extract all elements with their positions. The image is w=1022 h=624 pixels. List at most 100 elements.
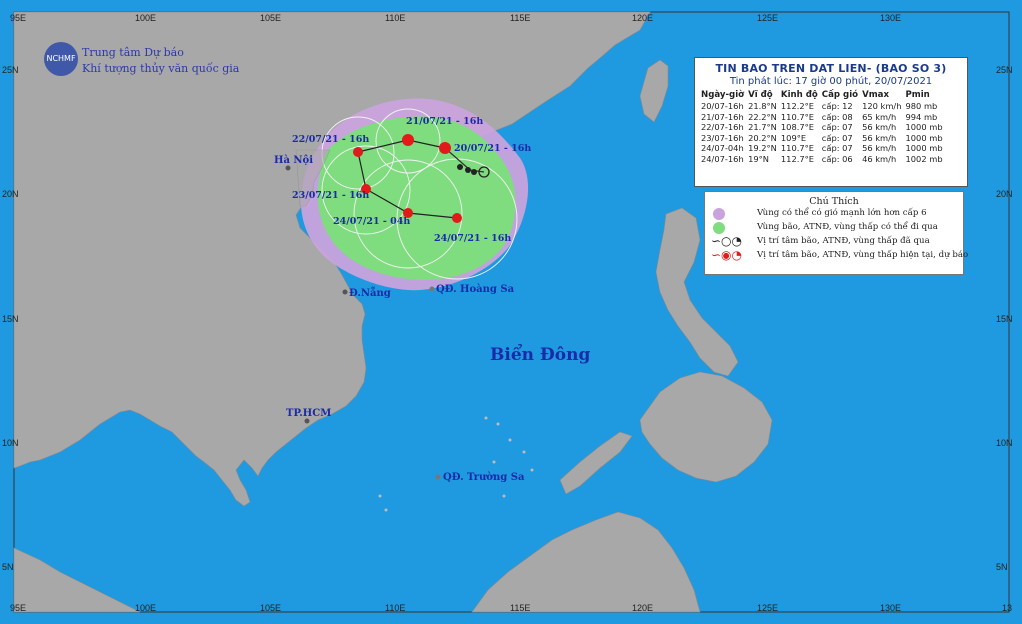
cell: 110.7°E [780,111,815,122]
svg-text:100E: 100E [135,13,156,23]
purple-zone-icon [713,208,725,220]
truongsa-marker [435,474,441,480]
cell: 980 mb [905,101,938,111]
header-longitude: Kinh độ [780,90,818,100]
legend-item-strong-wind: Vùng có thể có gió mạnh lớn hơn cấp 6 [705,207,963,221]
svg-text:95E: 95E [10,13,26,23]
header-datetime: Ngày-giờ [701,90,745,100]
cell: 20/07-16h [701,101,744,111]
right-latitude-ticks: 25N 20N 15N 10N 5N [996,65,1013,572]
svg-text:15N: 15N [2,314,19,324]
green-zone-icon [713,222,725,234]
bulletin-title: TIN BAO TREN DAT LIEN- (BAO SO 3) [715,62,947,75]
danang-marker [342,289,348,295]
small-islands [378,416,534,512]
cell: 56 km/h [862,132,897,143]
past-storm-icon: ∽○◔ [711,234,742,248]
forecast-storm-icon: ∽◉◔ [711,248,742,262]
legend-item-label: Vùng có thể có gió mạnh lớn hơn cấp 6 [757,208,927,218]
cell: 24/07-04h [701,143,744,154]
svg-text:5N: 5N [2,562,14,572]
svg-text:115E: 115E [510,13,530,23]
table-row: 22/07-16h 21.7°N 108.7°E cấp: 07 56 km/h 1000… [699,122,945,133]
storm-symbol-23-07 [361,184,371,194]
svg-text:5N: 5N [996,562,1008,572]
bulletin-info-box: TIN BAO TREN DAT LIEN- (BAO SO 3) Tin ph… [694,57,968,187]
hanoi-marker [285,165,291,171]
cell: cấp: 07 [821,143,853,154]
cell: 112.2°E [780,101,815,111]
cell: 1000 mb [905,143,943,154]
svg-text:120E: 120E [632,603,653,613]
cell: 112.7°E [780,153,815,164]
svg-text:130E: 130E [880,13,901,23]
svg-text:130E: 130E [880,603,901,613]
bottom-longitude-ticks: 95E 100E 105E 110E 115E 120E 125E 130E 1… [10,603,1012,613]
header-vmax: Vmax [862,90,890,100]
storm-symbol-21-07 [402,134,414,146]
svg-text:10N: 10N [996,438,1013,448]
storm-symbol-24-07-16h [452,213,462,223]
coast-overlay [295,149,331,207]
svg-text:110E: 110E [385,13,405,23]
cell: 1000 mb [905,132,943,143]
svg-text:100E: 100E [135,603,156,613]
past-storm-symbols [457,164,477,175]
svg-text:20N: 20N [996,189,1013,199]
legend-item-past-position: ∽○◔ Vị trí tâm bão, ATNĐ, vùng thấp đã q… [705,235,963,249]
legend-item-storm-zone: Vùng bão, ATNĐ, vùng thấp có thể đi qua [705,221,963,235]
header-wind-level: Cấp gió [821,90,859,100]
cell: 22/07-16h [701,122,744,133]
hcm-marker [304,418,310,424]
cell: 120 km/h [862,101,902,111]
hoangsa-label: QĐ. Hoàng Sa [436,284,515,295]
legend-title: Chú Thích [809,196,859,207]
svg-text:120E: 120E [632,13,653,23]
storm-symbol-20-07 [439,142,451,154]
cell: 1002 mb [905,153,943,164]
cell: 56 km/h [862,122,897,133]
cell: 22.2°N [748,111,777,122]
legend-item-label: Vị trí tâm bão, ATNĐ, vùng thấp hiện tại… [757,250,969,260]
cell: 21.7°N [748,122,777,133]
borneo-island [471,511,701,613]
track-label-22-07: 22/07/21 - 16h [292,134,369,145]
organization-name-line2: Khí tượng thủy văn quốc gia [82,62,240,75]
cell: 56 km/h [862,143,897,154]
organization-name-line1: Trung tâm Dự báo [82,46,184,59]
track-label-24-07-04h: 24/07/21 - 04h [333,216,410,227]
bulletin-issued-time: Tin phát lúc: 17 giờ 00 phút, 20/07/2021 [729,76,933,87]
cell: cấp: 06 [821,153,853,164]
header-pmin: Pmin [905,90,930,100]
table-row: 24/07-04h 19.2°N 110.7°E cấp: 07 56 km/h 1000… [699,143,945,154]
cell: 1000 mb [905,122,943,133]
svg-text:125E: 125E [757,603,778,613]
malay-peninsula [13,547,141,613]
legend-item-label: Vùng bão, ATNĐ, vùng thấp có thể đi qua [757,222,938,232]
table-row: 21/07-16h 22.2°N 110.7°E cấp: 08 65 km/h 994 … [699,112,945,123]
forecast-storm-symbols [353,134,462,223]
philippines-islands [655,207,739,377]
cell: 21/07-16h [701,111,744,122]
svg-text:105E: 105E [260,13,281,23]
table-row: 24/07-16h 19°N 112.7°E cấp: 06 46 km/h 1002 m… [699,154,945,165]
track-label-24-07-16h: 24/07/21 - 16h [434,233,511,244]
cell: 108.7°E [780,122,815,133]
svg-text:125E: 125E [757,13,778,23]
header-latitude: Vĩ độ [748,90,773,100]
cell: 109°E [780,132,807,143]
table-row: 20/07-16h 21.8°N 112.2°E cấp: 12 120 km/h 980… [699,101,945,112]
nchmf-logo-icon: NCHMF [44,42,78,76]
organization-header: NCHMF Trung tâm Dự báo Khí tượng thủy vă… [42,40,272,80]
svg-text:110E: 110E [385,603,405,613]
svg-text:20N: 20N [2,189,19,199]
cell: 110.7°E [780,143,815,154]
svg-text:25N: 25N [996,65,1013,75]
track-label-20-07: 20/07/21 - 16h [454,143,531,154]
cell: 994 mb [905,111,938,122]
legend-item-forecast-position: ∽◉◔ Vị trí tâm bão, ATNĐ, vùng thấp hiện… [705,248,968,263]
cell: cấp: 07 [821,122,853,133]
cell: 19.2°N [748,143,777,154]
svg-text:25N: 25N [2,65,19,75]
cell: cấp: 12 [821,101,853,111]
